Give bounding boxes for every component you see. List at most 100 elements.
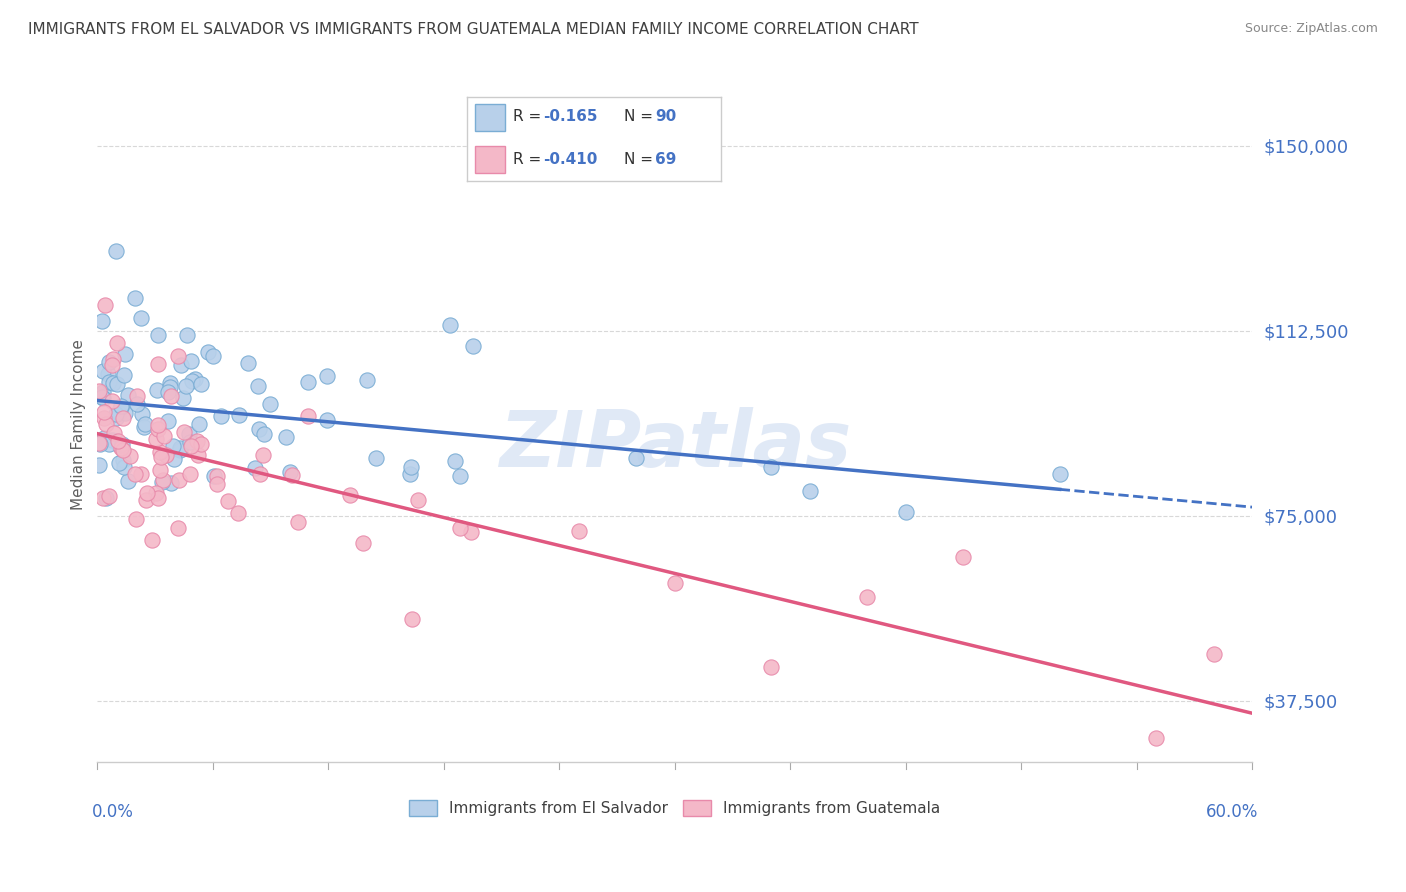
Point (243, 461, 266, 475)
Point (167, 349, 190, 363)
Point (149, 445, 172, 459)
Point (184, 372, 207, 386)
Point (399, 459, 422, 474)
Point (759, 459, 782, 474)
Point (952, 550, 974, 565)
Point (91, 491, 114, 505)
Point (93, 411, 115, 425)
Point (112, 368, 135, 382)
Point (146, 491, 169, 505)
Point (110, 399, 132, 413)
Point (155, 448, 177, 462)
Point (249, 467, 271, 481)
Point (156, 414, 179, 428)
Point (444, 454, 467, 468)
Point (226, 507, 249, 521)
Point (247, 421, 270, 435)
Point (252, 448, 274, 462)
Point (169, 441, 191, 455)
Point (124, 512, 146, 526)
Text: ZIPatlas: ZIPatlas (499, 407, 851, 483)
Point (449, 521, 471, 535)
Point (124, 467, 146, 482)
Point (111, 437, 134, 451)
Point (278, 465, 301, 479)
Point (93, 431, 115, 445)
Point (91, 390, 114, 404)
Point (201, 349, 224, 363)
Point (136, 486, 159, 500)
Point (112, 453, 135, 467)
Point (135, 493, 157, 508)
Point (91, 385, 114, 400)
Point (105, 410, 128, 425)
Point (449, 469, 471, 483)
Point (111, 411, 134, 425)
Point (759, 660, 782, 674)
Point (399, 467, 422, 481)
Point (117, 387, 139, 401)
Point (664, 576, 686, 591)
Point (190, 377, 212, 392)
Point (127, 397, 149, 411)
Point (799, 484, 821, 499)
Point (97, 436, 120, 450)
Point (91, 391, 114, 405)
Point (339, 488, 361, 502)
Point (145, 432, 167, 446)
Point (103, 426, 125, 441)
Point (131, 467, 153, 482)
Point (162, 439, 184, 453)
Point (174, 379, 197, 393)
Point (167, 521, 190, 535)
Point (626, 451, 648, 466)
Point (129, 310, 152, 325)
Point (156, 385, 179, 400)
Point (352, 536, 374, 550)
Point (190, 437, 212, 451)
Point (259, 397, 281, 411)
Point (179, 467, 201, 482)
Point (89, 384, 111, 398)
Point (107, 434, 129, 448)
Point (110, 441, 132, 455)
Point (134, 417, 156, 431)
Point (105, 376, 128, 391)
Point (101, 359, 124, 373)
Point (146, 417, 169, 432)
Text: IMMIGRANTS FROM EL SALVADOR VS IMMIGRANTS FROM GUATEMALA MEDIAN FAMILY INCOME CO: IMMIGRANTS FROM EL SALVADOR VS IMMIGRANT… (28, 22, 918, 37)
Point (247, 378, 270, 392)
Point (117, 474, 139, 488)
Point (108, 456, 131, 470)
Point (114, 347, 136, 361)
Legend: Immigrants from El Salvador, Immigrants from Guatemala: Immigrants from El Salvador, Immigrants … (404, 794, 946, 822)
Point (228, 408, 250, 422)
Point (101, 393, 124, 408)
Point (297, 409, 319, 423)
Point (439, 318, 461, 333)
Point (567, 524, 589, 538)
Point (146, 327, 169, 342)
Point (149, 463, 172, 477)
Point (97, 355, 120, 369)
Point (253, 427, 276, 442)
Point (91, 364, 114, 378)
Point (1144, 731, 1167, 745)
Point (120, 449, 142, 463)
Point (101, 351, 124, 366)
Point (97, 489, 120, 503)
Point (364, 451, 387, 466)
Point (177, 426, 200, 441)
Point (173, 425, 195, 439)
Text: 0.0%: 0.0% (91, 803, 134, 821)
Text: Source: ZipAtlas.com: Source: ZipAtlas.com (1244, 22, 1378, 36)
Point (105, 244, 128, 258)
Point (94, 417, 117, 431)
Point (89, 435, 111, 450)
Point (98, 375, 121, 389)
Point (152, 473, 174, 487)
Point (111, 442, 134, 457)
Point (141, 533, 163, 547)
Point (176, 327, 198, 342)
Point (91, 313, 114, 327)
